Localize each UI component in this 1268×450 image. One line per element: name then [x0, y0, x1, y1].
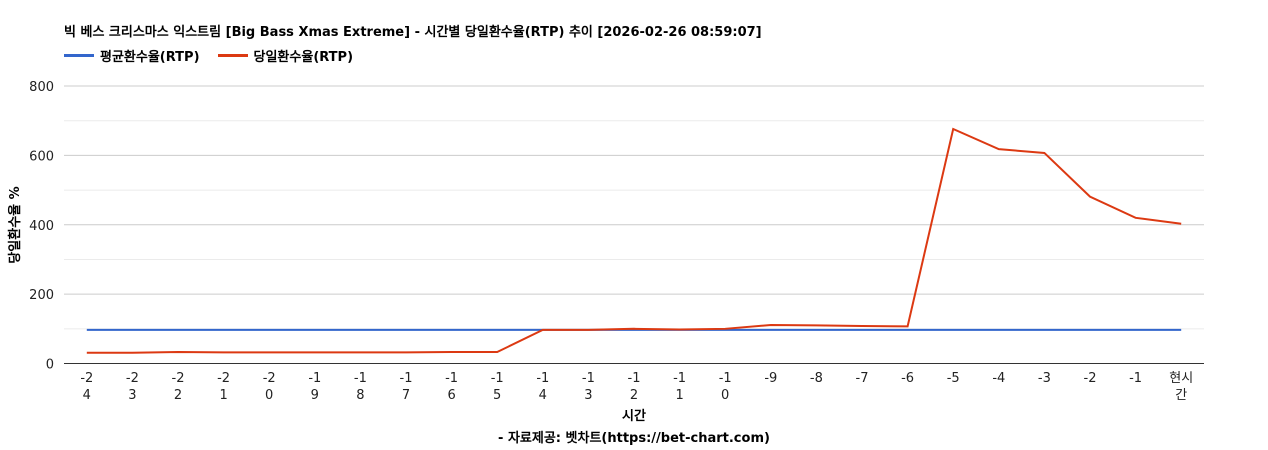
x-tick-label: -5 — [947, 371, 960, 386]
x-tick-label: -1 2 — [628, 371, 641, 403]
y-tick-label: 600 — [29, 149, 54, 164]
y-tick-label: 0 — [46, 358, 54, 373]
legend: 평균환수율(RTP) 당일환수율(RTP) — [64, 46, 353, 65]
x-tick-label: -2 1 — [217, 371, 230, 403]
x-tick-label: -6 — [901, 371, 914, 386]
x-tick-label: -1 4 — [536, 371, 549, 403]
x-tick-label: -2 0 — [263, 371, 276, 403]
legend-item-average[interactable]: 평균환수율(RTP) — [64, 46, 200, 65]
chart-title: 빅 베스 크리스마스 익스트림 [Big Bass Xmas Extreme] … — [64, 25, 762, 40]
x-tick-label: -9 — [764, 371, 777, 386]
source-label: - 자료제공: 벳차트(https://bet-chart.com) — [498, 430, 770, 446]
x-tick-label: -1 8 — [354, 371, 367, 403]
legend-item-daily[interactable]: 당일환수율(RTP) — [217, 46, 354, 65]
x-tick-label: -1 — [1129, 371, 1142, 386]
x-axis-title: 시간 — [622, 408, 646, 424]
x-tick-label: -8 — [810, 371, 823, 386]
x-tick-label: -1 1 — [673, 371, 686, 403]
x-tick-label: -3 — [1038, 371, 1051, 386]
y-tick-label: 800 — [29, 80, 54, 95]
legend-label: 당일환수율(RTP) — [253, 50, 354, 65]
x-tick-label: 현시 간 — [1169, 371, 1193, 403]
legend-label: 평균환수율(RTP) — [100, 50, 200, 65]
x-tick-label: -1 7 — [400, 371, 413, 403]
x-tick-label: -2 3 — [126, 371, 139, 403]
x-tick-label: -1 5 — [491, 371, 504, 403]
y-axis-title: 당일환수율 % — [7, 186, 23, 263]
series-line-daily — [86, 127, 1182, 354]
legend-swatch — [217, 54, 248, 57]
legend-swatch — [64, 54, 94, 57]
x-tick-label: -2 4 — [80, 371, 93, 403]
y-tick-label: 400 — [29, 219, 54, 234]
x-tick-label: -7 — [856, 371, 869, 386]
x-tick-label: -1 6 — [445, 371, 458, 403]
x-tick-label: -1 3 — [582, 371, 595, 403]
x-tick-label: -2 — [1084, 371, 1097, 386]
y-tick-label: 200 — [29, 288, 54, 303]
x-tick-label: -4 — [992, 371, 1005, 386]
x-tick-label: -1 9 — [308, 371, 321, 403]
x-tick-label: -2 2 — [172, 371, 185, 403]
x-tick-label: -1 0 — [719, 371, 732, 403]
